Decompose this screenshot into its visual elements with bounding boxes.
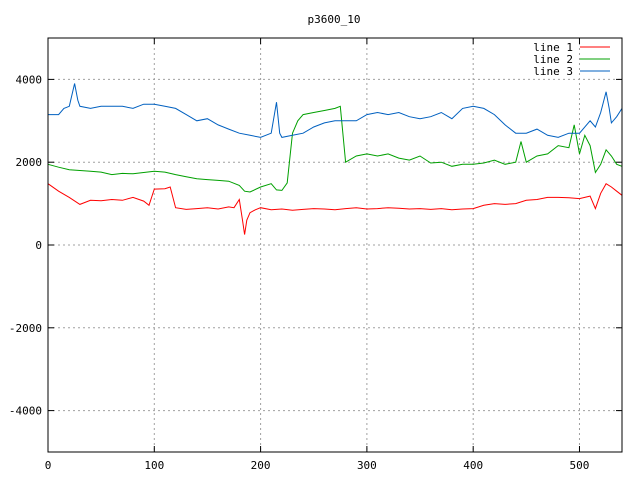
series-layer xyxy=(47,83,623,235)
y-tick-label: 2000 xyxy=(16,156,43,169)
legend-label-3: line 3 xyxy=(533,65,573,78)
series-line-3 xyxy=(48,83,623,138)
legend-label-1: line 1 xyxy=(533,41,573,54)
y-tick-label: -2000 xyxy=(9,322,42,335)
series-line-1 xyxy=(47,182,623,235)
legend-label-2: line 2 xyxy=(533,53,573,66)
x-tick-label: 0 xyxy=(45,459,52,472)
x-tick-label: 400 xyxy=(463,459,483,472)
x-tick-label: 500 xyxy=(570,459,590,472)
y-tick-label: 0 xyxy=(35,239,42,252)
tick-layer: 0 100 200 300 400 500 -4000 -2000 0 2000 4000 xyxy=(9,38,622,472)
y-tick-label: 4000 xyxy=(16,73,43,86)
series-line-2 xyxy=(47,105,623,193)
chart-title: p3600_10 xyxy=(308,13,361,26)
x-tick-label: 200 xyxy=(251,459,271,472)
grid-layer xyxy=(48,38,622,452)
x-tick-label: 300 xyxy=(357,459,377,472)
y-tick-label: -4000 xyxy=(9,405,42,418)
x-tick-label: 100 xyxy=(144,459,164,472)
